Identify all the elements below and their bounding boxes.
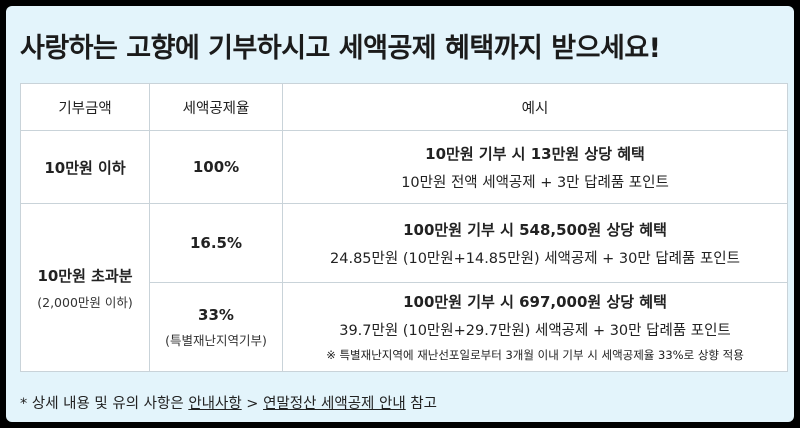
header-amount: 기부금액: [20, 83, 150, 131]
amount-label: 10만원 초과분: [37, 266, 133, 285]
example-headline: 10만원 기부 시 13만원 상당 혜택: [425, 144, 645, 163]
rate-label: 33%: [198, 305, 234, 324]
footnote-suffix: 참고: [405, 396, 437, 412]
amount-cell: 10만원 이하: [20, 130, 150, 204]
footnote: * 상세 내용 및 유의 사항은 안내사항 > 연말정산 세액공제 안내 참고: [20, 392, 437, 413]
footnote-separator: >: [241, 396, 264, 412]
example-cell: 100만원 기부 시 548,500원 상당 혜택 24.85만원 (10만원+…: [282, 203, 788, 283]
table-row: 33% (특별재난지역기부) 100만원 기부 시 697,000원 상당 혜택…: [21, 282, 788, 372]
amount-cell: 10만원 초과분 (2,000만원 이하): [20, 203, 150, 372]
table-header-row: 기부금액 세액공제율 예시: [20, 83, 788, 131]
rate-cell: 100%: [149, 130, 283, 204]
rate-cell: 16.5%: [149, 203, 283, 283]
table-row: 10만원 이하 100% 10만원 기부 시 13만원 상당 혜택 10만원 전…: [20, 130, 788, 204]
footnote-prefix: * 상세 내용 및 유의 사항은: [20, 396, 189, 412]
example-detail: 39.7만원 (10만원+29.7만원) 세액공제 + 30만 답례품 포인트: [339, 323, 731, 339]
header-rate: 세액공제율: [149, 83, 283, 131]
example-headline: 100만원 기부 시 548,500원 상당 혜택: [403, 220, 667, 239]
example-detail: 10만원 전액 세액공제 + 3만 답례품 포인트: [401, 174, 669, 191]
notice-link[interactable]: 안내사항: [188, 396, 242, 412]
header-example: 예시: [282, 83, 788, 131]
example-cell: 10만원 기부 시 13만원 상당 혜택 10만원 전액 세액공제 + 3만 답…: [282, 130, 788, 204]
tax-credit-table: 기부금액 세액공제율 예시 10만원 이하 100% 10만원 기부 시 13만…: [20, 83, 788, 372]
tax-guide-link[interactable]: 연말정산 세액공제 안내: [263, 396, 406, 412]
example-headline: 100만원 기부 시 697,000원 상당 혜택: [403, 293, 667, 311]
info-panel: 사랑하는 고향에 기부하시고 세액공제 혜택까지 받으세요! 기부금액 세액공제…: [6, 6, 794, 422]
rate-cell: 33% (특별재난지역기부): [149, 282, 283, 372]
example-detail: 24.85만원 (10만원+14.85만원) 세액공제 + 30만 답례품 포인…: [330, 250, 740, 267]
table-row: 10만원 초과분 (2,000만원 이하) 16.5% 100만원 기부 시 5…: [20, 203, 788, 372]
page-title: 사랑하는 고향에 기부하시고 세액공제 혜택까지 받으세요!: [20, 33, 661, 64]
example-note: ※ 특별재난지역에 재난선포일로부터 3개월 이내 기부 시 세액공제율 33%…: [326, 348, 744, 362]
example-cell: 100만원 기부 시 697,000원 상당 혜택 39.7만원 (10만원+2…: [282, 282, 788, 372]
rate-note: (특별재난지역기부): [165, 332, 267, 348]
amount-note: (2,000만원 이하): [37, 294, 133, 310]
